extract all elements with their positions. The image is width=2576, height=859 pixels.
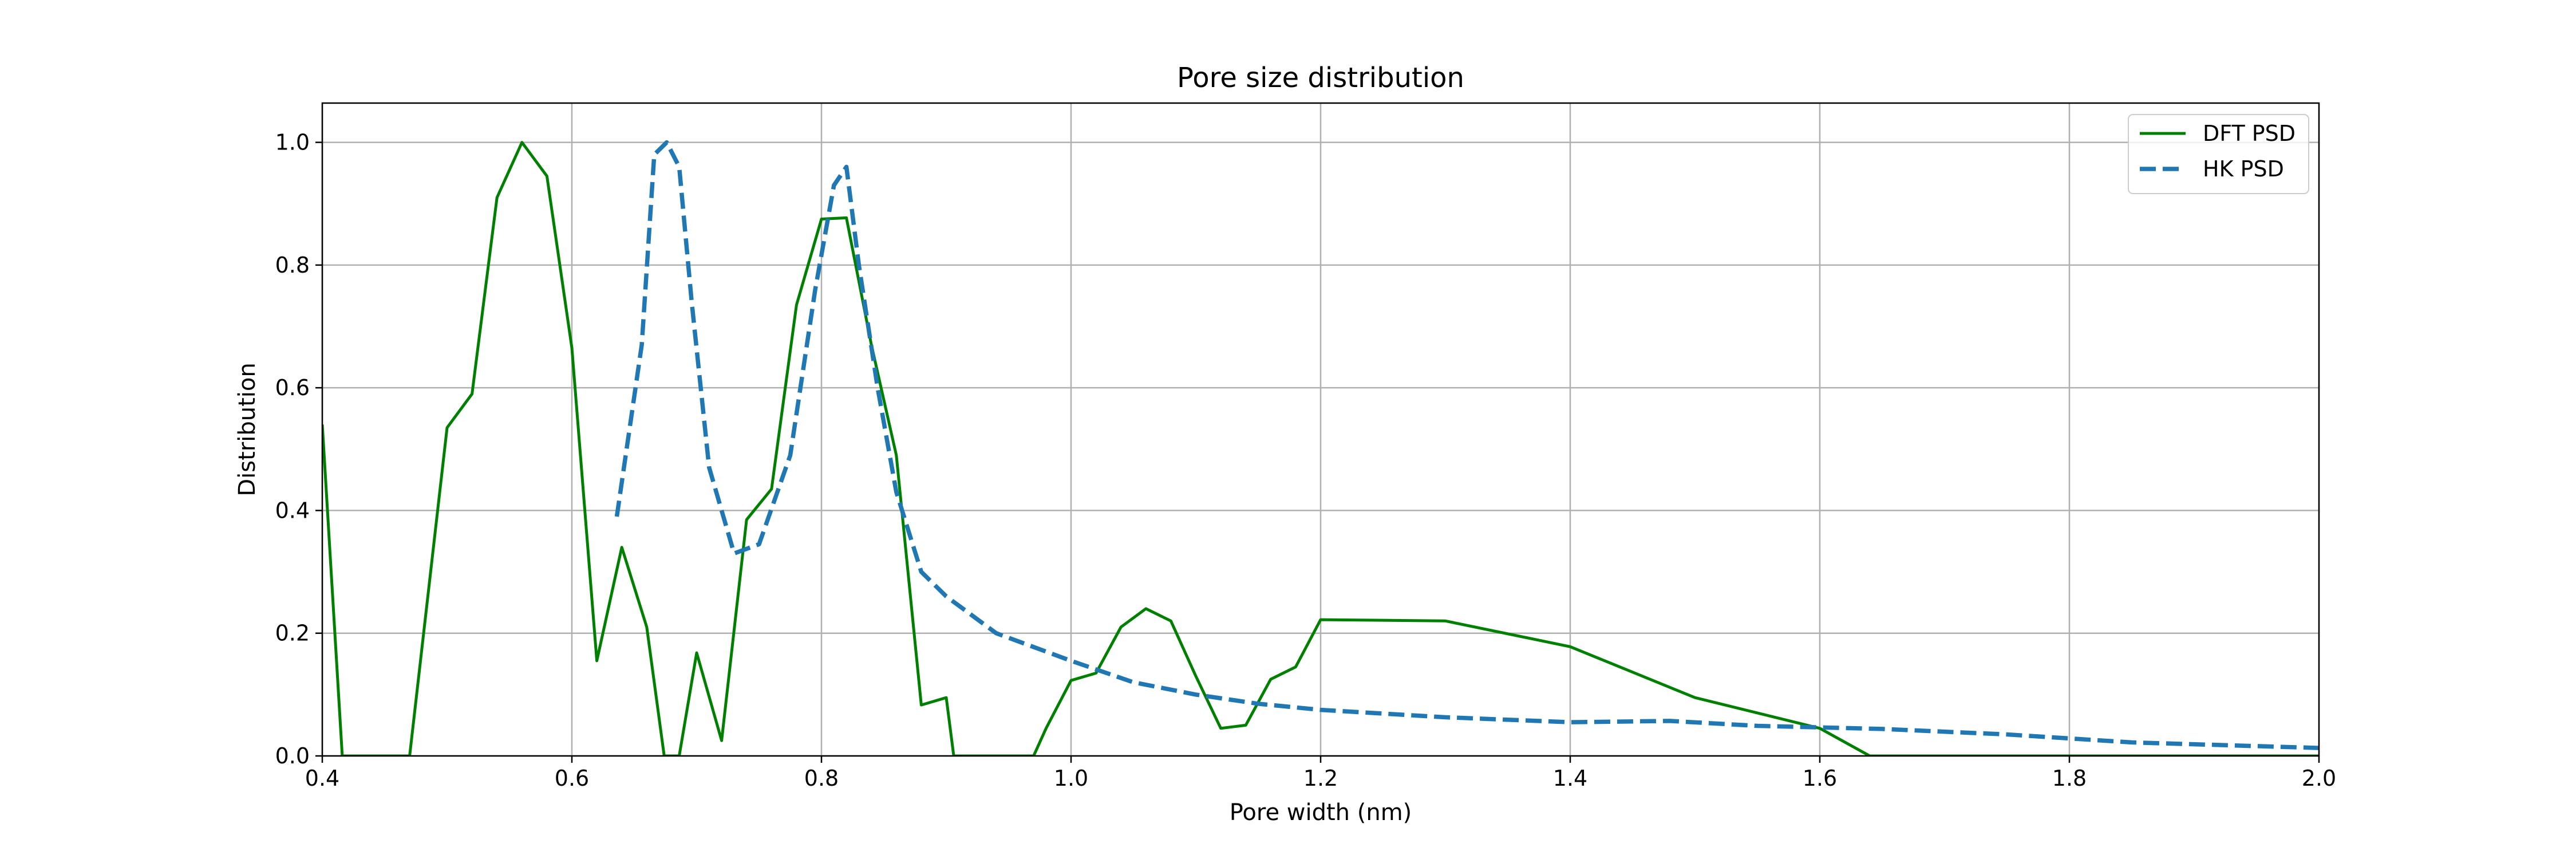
- x-tick-label: 1.4: [1553, 766, 1587, 791]
- x-tick-label: 1.8: [2052, 766, 2087, 791]
- x-axis-label: Pore width (nm): [1230, 799, 1412, 826]
- x-tick-label: 1.2: [1303, 766, 1338, 791]
- x-tick-label: 0.6: [555, 766, 589, 791]
- series-line-hk-psd: [614, 140, 2319, 750]
- x-tick-label: 2.0: [2302, 766, 2336, 791]
- y-tick-label: 0.4: [275, 498, 310, 523]
- legend-label-dft: DFT PSD: [2203, 121, 2296, 146]
- series-layer: [322, 140, 2319, 756]
- x-tick-label: 0.4: [305, 766, 339, 791]
- y-tick-label: 1.0: [275, 130, 310, 155]
- legend-label-hk: HK PSD: [2203, 156, 2284, 182]
- ticks: 0.4 0.6 0.8 1.0 1.2 1.4 1.6 1.8 2.0 0.0 0.2 0.4 0.6 0…: [275, 130, 2337, 791]
- y-tick-label: 0.6: [275, 375, 310, 400]
- x-tick-label: 0.8: [804, 766, 839, 791]
- x-tick-label: 1.6: [1803, 766, 1837, 791]
- grid: [321, 103, 2320, 757]
- y-axis-label: Distribution: [234, 362, 260, 496]
- chart-title: Pore size distribution: [1177, 62, 1464, 94]
- x-tick-label: 1.0: [1054, 766, 1088, 791]
- y-tick-label: 0.2: [275, 621, 310, 646]
- y-tick-label: 0.8: [275, 253, 310, 278]
- y-tick-label: 0.0: [275, 743, 310, 769]
- series-line-dft-psd: [322, 141, 2319, 756]
- legend: DFT PSD HK PSD: [2128, 114, 2309, 194]
